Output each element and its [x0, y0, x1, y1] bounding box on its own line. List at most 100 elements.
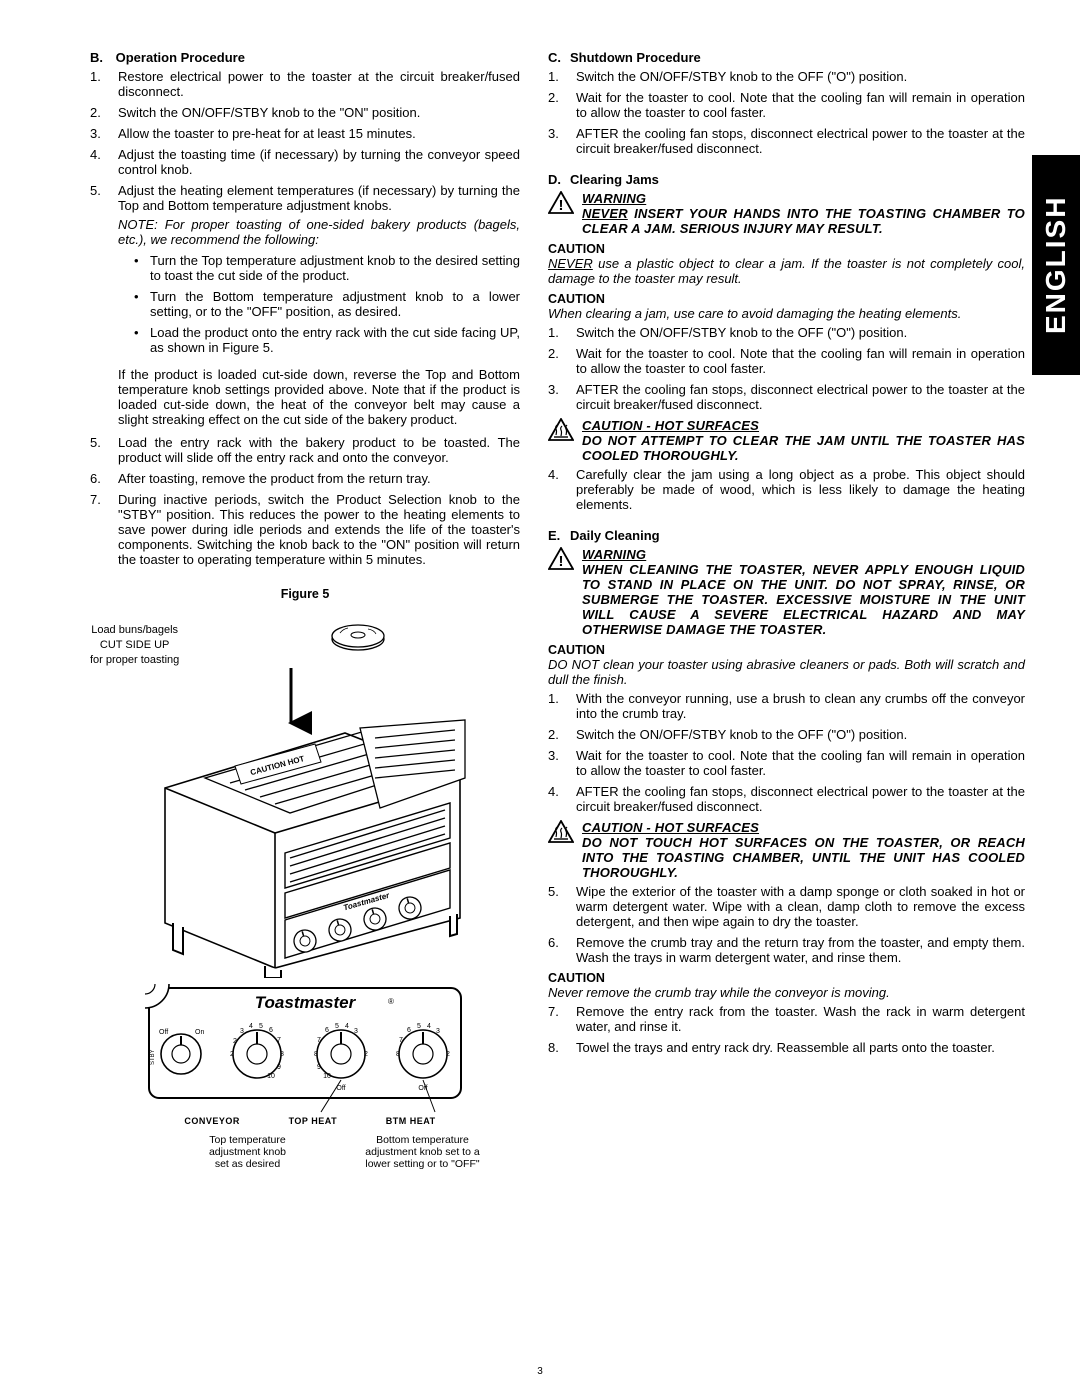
b-bullet-1: Turn the Top temperature adjustment knob… [150, 253, 520, 283]
d-warning-row: ! WARNING NEVER INSERT YOUR HANDS INTO T… [548, 191, 1025, 236]
knob-conveyor-label: CONVEYOR [184, 1116, 240, 1126]
b-item-4: Adjust the toasting time (if necessary) … [118, 147, 520, 177]
svg-text:2: 2 [233, 1038, 237, 1045]
e-hot-label: CAUTION - HOT SURFACES [582, 820, 759, 835]
section-e-list-2: 5.Wipe the exterior of the toaster with … [548, 884, 1025, 965]
svg-text:10: 10 [267, 1073, 275, 1080]
d-warning-text: INSERT YOUR HANDS INTO THE TOASTING CHAM… [582, 206, 1025, 236]
b-item-5b: Load the entry rack with the bakery prod… [118, 435, 520, 465]
b-item-1: Restore electrical power to the toaster … [118, 69, 520, 99]
b-bullets: Turn the Top temperature adjustment knob… [118, 253, 520, 355]
svg-text:On: On [195, 1029, 204, 1036]
b-item-3: Allow the toaster to pre-heat for at lea… [118, 126, 520, 141]
svg-text:3: 3 [354, 1028, 358, 1035]
control-panel-diagram: Toastmaster ® Off On STBY [145, 984, 465, 1114]
svg-text:9: 9 [277, 1064, 281, 1071]
section-b-title: Operation Procedure [116, 50, 245, 65]
left-column: B. Operation Procedure 1.Restore electri… [90, 50, 520, 1170]
d-hot-label: CAUTION - HOT SURFACES [582, 418, 759, 433]
b-item-6: After toasting, remove the product from … [118, 471, 520, 486]
warning-triangle-icon: ! [548, 191, 574, 215]
svg-text:5: 5 [417, 1023, 421, 1030]
figure-area: Load buns/bagels CUT SIDE UP for proper … [90, 615, 520, 1170]
section-d-head: D.Clearing Jams [548, 172, 1025, 187]
content-columns: B. Operation Procedure 1.Restore electri… [90, 50, 1025, 1170]
d-item-3: AFTER the cooling fan stops, disconnect … [576, 382, 1025, 412]
e-caution1-label: CAUTION [548, 643, 1025, 657]
b-item-2: Switch the ON/OFF/STBY knob to the "ON" … [118, 105, 520, 120]
c-item-2: Wait for the toaster to cool. Note that … [576, 90, 1025, 120]
e-warning-text: WHEN CLEANING THE TOASTER, NEVER APPLY E… [582, 562, 1025, 637]
e-warning-row: ! WARNING WHEN CLEANING THE TOASTER, NEV… [548, 547, 1025, 637]
svg-text:3: 3 [240, 1028, 244, 1035]
knob-labels-row: CONVEYOR TOP HEAT BTM HEAT [90, 1116, 520, 1126]
svg-text:Off: Off [159, 1029, 168, 1036]
b-note: NOTE: For proper toasting of one-sided b… [118, 217, 520, 247]
bagel-icon [318, 615, 388, 665]
svg-text:5: 5 [259, 1023, 263, 1030]
e-item-5: Wipe the exterior of the toaster with a … [576, 884, 1025, 929]
right-column: C.Shutdown Procedure 1.Switch the ON/OFF… [548, 50, 1025, 1170]
svg-text:7: 7 [399, 1037, 403, 1044]
svg-text:6: 6 [325, 1027, 329, 1034]
section-e-head: E.Daily Cleaning [548, 528, 1025, 543]
svg-text:9: 9 [317, 1064, 321, 1071]
svg-text:3: 3 [436, 1028, 440, 1035]
section-c-list: 1.Switch the ON/OFF/STBY knob to the OFF… [548, 69, 1025, 156]
figure-top-caption: Load buns/bagels CUT SIDE UP for proper … [90, 623, 179, 668]
section-d-list-1: 1.Switch the ON/OFF/STBY knob to the OFF… [548, 325, 1025, 412]
b-bullet-3: Load the product onto the entry rack wit… [150, 325, 520, 355]
e-item-1: With the conveyor running, use a brush t… [576, 691, 1025, 721]
svg-text:7: 7 [277, 1037, 281, 1044]
e-hot-row: CAUTION - HOT SURFACES DO NOT TOUCH HOT … [548, 820, 1025, 880]
section-b-letter: B. [90, 50, 112, 65]
e-item-8: Towel the trays and entry rack dry. Reas… [576, 1040, 1025, 1055]
section-e-list-3: 7.Remove the entry rack from the toaster… [548, 1004, 1025, 1055]
hot-surface-icon [548, 820, 574, 844]
d-hot-text: DO NOT ATTEMPT TO CLEAR THE JAM UNTIL TH… [582, 433, 1025, 463]
e-caution2-label: CAUTION [548, 971, 1025, 985]
svg-text:4: 4 [345, 1023, 349, 1030]
svg-text:8: 8 [314, 1051, 318, 1058]
svg-text:4: 4 [427, 1023, 431, 1030]
section-b-head: B. Operation Procedure [90, 50, 520, 65]
e-item-7: Remove the entry rack from the toaster. … [576, 1004, 1025, 1034]
figure-bottom-captions: Top temperature adjustment knob set as d… [90, 1134, 520, 1170]
d-caution1-label: CAUTION [548, 242, 1025, 256]
b-followup: If the product is loaded cut-side down, … [118, 367, 520, 427]
d-caution2-label: CAUTION [548, 292, 1025, 306]
svg-text:®: ® [388, 997, 394, 1006]
e-warning-word: WARNING [582, 547, 646, 562]
svg-text:2: 2 [446, 1051, 450, 1058]
b-item-7: During inactive periods, switch the Prod… [118, 492, 520, 567]
d-caution2-text: When clearing a jam, use care to avoid d… [548, 306, 1025, 321]
figure-label: Figure 5 [90, 587, 520, 601]
d-item-4: Carefully clear the jam using a long obj… [576, 467, 1025, 512]
svg-text:10: 10 [323, 1073, 331, 1080]
d-hot-row: CAUTION - HOT SURFACES DO NOT ATTEMPT TO… [548, 418, 1025, 463]
svg-text:6: 6 [269, 1027, 273, 1034]
caption-bottom-knob: Bottom temperature adjustment knob set t… [335, 1134, 510, 1170]
e-item-2: Switch the ON/OFF/STBY knob to the OFF (… [576, 727, 1025, 742]
svg-text:4: 4 [249, 1023, 253, 1030]
svg-text:2: 2 [230, 1051, 234, 1058]
svg-text:8: 8 [280, 1051, 284, 1058]
section-e-list-1: 1.With the conveyor running, use a brush… [548, 691, 1025, 814]
e-item-6: Remove the crumb tray and the return tra… [576, 935, 1025, 965]
e-caution1-text: DO NOT clean your toaster using abrasive… [548, 657, 1025, 687]
e-item-3: Wait for the toaster to cool. Note that … [576, 748, 1025, 778]
section-b-list-2: 5.Load the entry rack with the bakery pr… [90, 435, 520, 567]
d-caution1-text: NEVER use a plastic object to clear a ja… [548, 256, 1025, 286]
svg-text:5: 5 [335, 1023, 339, 1030]
svg-text:STBY: STBY [150, 1049, 156, 1065]
c-item-1: Switch the ON/OFF/STBY knob to the OFF (… [576, 69, 1025, 84]
section-b-list-1: 1.Restore electrical power to the toaste… [90, 69, 520, 361]
warning-triangle-icon: ! [548, 547, 574, 571]
e-hot-text: DO NOT TOUCH HOT SURFACES ON THE TOASTER… [582, 835, 1025, 880]
knob-btmheat-label: BTM HEAT [386, 1116, 436, 1126]
c-item-3: AFTER the cooling fan stops, disconnect … [576, 126, 1025, 156]
caption-top-knob: Top temperature adjustment knob set as d… [160, 1134, 335, 1170]
d-item-2: Wait for the toaster to cool. Note that … [576, 346, 1025, 376]
d-item-1: Switch the ON/OFF/STBY knob to the OFF (… [576, 325, 1025, 340]
e-caution2-text: Never remove the crumb tray while the co… [548, 985, 1025, 1000]
